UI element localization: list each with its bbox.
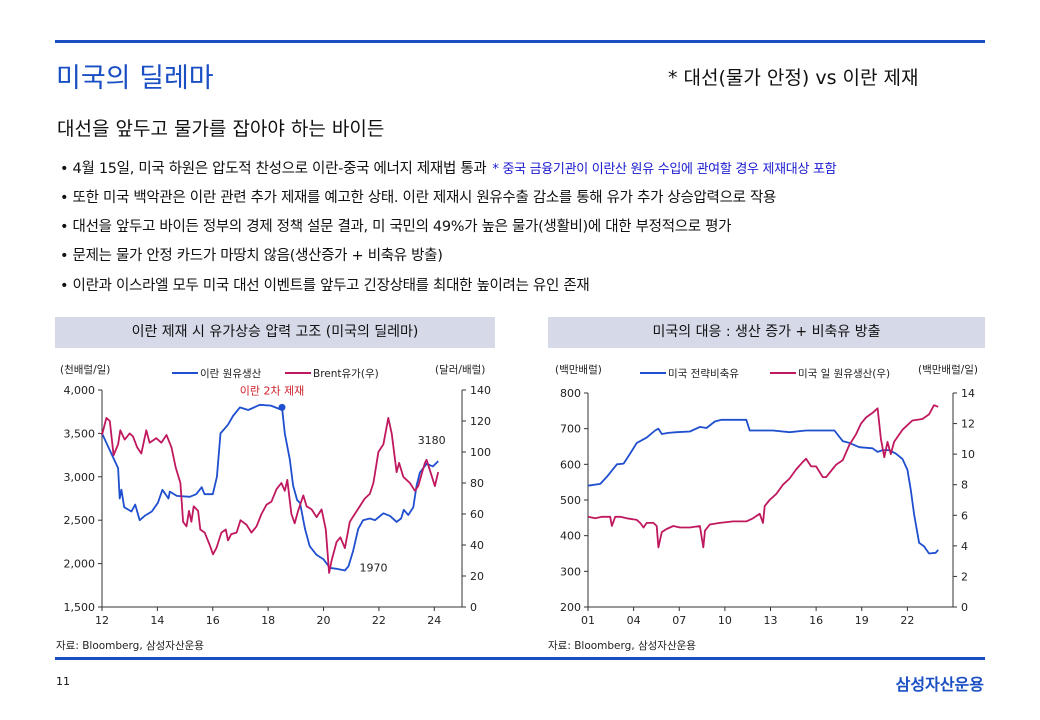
x-tick-label: 07 [672, 614, 686, 627]
y2-tick-label: 20 [470, 570, 484, 583]
y2-tick-label: 140 [470, 384, 491, 397]
brand-logo: 삼성자산운용 [895, 675, 984, 694]
bullet-item: • 대선을 앞두고 바이든 정부의 경제 정책 설문 결과, 미 국민의 49%… [60, 219, 732, 235]
y-tick-label: 4,000 [64, 384, 96, 397]
y2-tick-label: 8 [961, 479, 968, 492]
bullet-item: • 이란과 이스라엘 모두 미국 대선 이벤트를 앞두고 긴장상태를 최대한 높… [60, 278, 590, 294]
series-line-2 [587, 404, 939, 549]
y2-tick-label: 120 [470, 415, 491, 428]
annotation-label: 3180 [418, 434, 446, 447]
legend-label: Brent유가(우) [313, 368, 379, 380]
y-tick-label: 400 [560, 530, 581, 543]
bullet-text: • 4월 15일, 미국 하원은 압도적 찬성으로 이란-중국 에너지 제재법 … [60, 161, 487, 177]
y-tick-label: 3,500 [64, 427, 96, 440]
x-tick-label: 14 [150, 614, 164, 627]
page-title: 미국의 딜레마 [56, 63, 214, 94]
topic-label: * 대선(물가 안정) vs 이란 제재 [668, 67, 919, 89]
y-tick-label: 3,000 [64, 471, 96, 484]
x-tick-label: 12 [95, 614, 109, 627]
y2-tick-label: 40 [470, 539, 484, 552]
y2-tick-label: 14 [961, 387, 975, 400]
chart-right-source: 자료: Bloomberg, 삼성자산운용 [548, 640, 696, 652]
y-tick-label: 200 [560, 601, 581, 614]
series-line-2 [101, 417, 440, 574]
legend-label: 이란 원유생산 [200, 368, 262, 380]
bullet-item: • 문제는 물가 안정 카드가 마땅치 않음(생산증가 + 비축유 방출) [60, 248, 443, 264]
chart-left-title: 이란 제재 시 유가상승 압력 고조 (미국의 딜레마) [55, 317, 495, 348]
series-line-1 [587, 418, 939, 555]
bullet-item: • 4월 15일, 미국 하원은 압도적 찬성으로 이란-중국 에너지 제재법 … [60, 157, 837, 178]
y2-tick-label: 60 [470, 508, 484, 521]
x-tick-label: 22 [372, 614, 386, 627]
y-axis-label: (백만배럴) [555, 363, 602, 376]
bullet-item: • 또한 미국 백악관은 이란 관련 추가 제재를 예고한 상태. 이란 제재시… [60, 190, 777, 206]
bullet-note: * 중국 금융기관이 이란산 원유 수입에 관여할 경우 제재대상 포함 [492, 162, 837, 177]
subtitle: 대선을 앞두고 물가를 잡아야 하는 바이든 [57, 118, 385, 140]
annotation-label: 이란 2차 제재 [240, 384, 305, 397]
x-tick-label: 01 [581, 614, 595, 627]
y-tick-label: 500 [560, 494, 581, 507]
y-tick-label: 1,500 [64, 601, 96, 614]
y-axis-label: (천배럴/일) [60, 363, 110, 376]
y-tick-label: 300 [560, 565, 581, 578]
y2-tick-label: 80 [470, 477, 484, 490]
bottom-rule [55, 657, 985, 660]
y-tick-label: 600 [560, 458, 581, 471]
annotation-marker [278, 403, 286, 411]
y2-tick-label: 100 [470, 446, 491, 459]
y2-axis-label: (백만배럴/일) [918, 363, 978, 376]
legend-label: 미국 일 원유생산(우) [798, 367, 890, 380]
y2-tick-label: 2 [961, 570, 968, 583]
x-tick-label: 16 [206, 614, 220, 627]
y2-tick-label: 0 [961, 601, 968, 614]
y2-tick-label: 12 [961, 418, 975, 431]
x-tick-label: 22 [900, 614, 914, 627]
y2-tick-label: 10 [961, 448, 975, 461]
top-rule [55, 40, 985, 43]
x-tick-label: 24 [427, 614, 441, 627]
x-tick-label: 13 [764, 614, 778, 627]
annotation-label: 1970 [360, 561, 388, 574]
y2-axis-label: (달러/배럴) [435, 363, 485, 376]
chart-left-source: 자료: Bloomberg, 삼성자산운용 [56, 640, 204, 652]
legend-label: 미국 전략비축유 [668, 368, 739, 380]
y2-tick-label: 4 [961, 540, 968, 553]
page-number: 11 [56, 675, 70, 688]
y2-tick-label: 0 [470, 601, 477, 614]
x-tick-label: 10 [718, 614, 732, 627]
y-tick-label: 700 [560, 423, 581, 436]
y-tick-label: 800 [560, 387, 581, 400]
series-line-1 [101, 403, 439, 572]
x-tick-label: 20 [317, 614, 331, 627]
y-tick-label: 2,500 [64, 514, 96, 527]
x-tick-label: 18 [261, 614, 275, 627]
x-tick-label: 04 [627, 614, 641, 627]
y2-tick-label: 6 [961, 509, 968, 522]
x-tick-label: 19 [855, 614, 869, 627]
chart-right-title: 미국의 대응 : 생산 증가 + 비축유 방출 [548, 317, 985, 348]
x-tick-label: 16 [809, 614, 823, 627]
y-tick-label: 2,000 [64, 558, 96, 571]
